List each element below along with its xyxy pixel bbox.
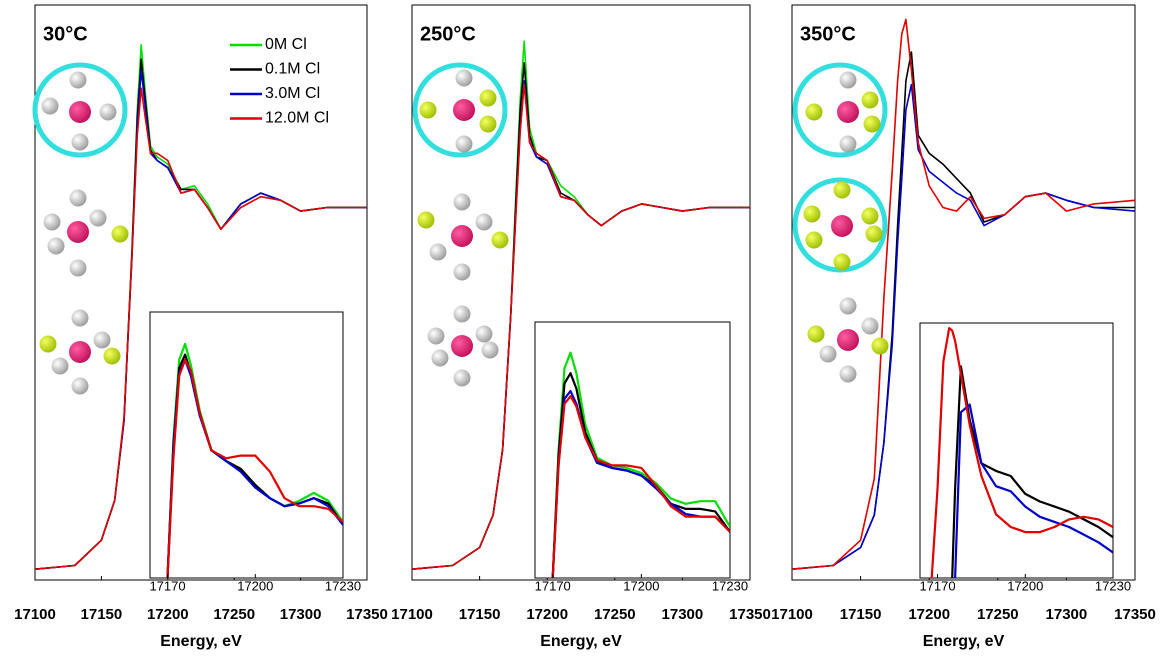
highlight-ring [792, 62, 888, 158]
x-tick-label: 17100 [14, 606, 56, 623]
x-axis-label: Energy, eV [160, 633, 242, 650]
inset-x-tick-label: 17200 [237, 578, 273, 593]
x-tick-label: 17300 [662, 606, 704, 623]
data-line [551, 395, 730, 578]
data-line [412, 83, 750, 570]
x-tick-label: 17350 [729, 606, 771, 623]
molecule-layer [32, 62, 889, 395]
data-line [954, 403, 1113, 578]
x-tick-label: 17150 [459, 606, 501, 623]
inset-x-tick-label: 17200 [1007, 578, 1043, 593]
inset-x-tick-label: 17200 [623, 578, 659, 593]
x-tick-label: 17200 [147, 606, 189, 623]
highlight-ring [32, 62, 128, 158]
x-tick-label: 17250 [594, 606, 636, 623]
highlight-ring [412, 62, 508, 158]
inset-frame [149, 311, 344, 579]
panel-title: 250°C [420, 23, 476, 45]
x-tick-label: 17100 [771, 606, 813, 623]
inset-x-tick-label: 17170 [149, 578, 185, 593]
legend-label: 12.0M Cl [265, 110, 329, 127]
x-tick-label: 17300 [1046, 606, 1088, 623]
inset-x-tick-label: 17230 [325, 578, 361, 593]
data-line [551, 351, 730, 578]
panel-title: 350°C [800, 23, 856, 45]
panel-title: 30°C [43, 23, 88, 45]
x-tick-label: 17150 [81, 606, 123, 623]
x-tick-label: 17350 [1114, 606, 1156, 623]
inset-frame [534, 321, 731, 579]
legend-label: 0.1M Cl [265, 61, 320, 78]
x-axis-label: Energy, eV [540, 633, 622, 650]
x-tick-label: 17300 [280, 606, 322, 623]
data-line [930, 327, 1113, 578]
x-tick-label: 17250 [213, 606, 255, 623]
x-tick-label: 17250 [977, 606, 1019, 623]
x-tick-label: 17200 [908, 606, 950, 623]
inset-x-tick-label: 17170 [919, 578, 955, 593]
legend-label: 3.0M Cl [265, 85, 320, 102]
inset-x-tick-label: 17230 [1095, 578, 1131, 593]
data-line [792, 18, 1135, 570]
legend-label: 0M Cl [265, 36, 307, 53]
x-tick-label: 17200 [526, 606, 568, 623]
inset-frame [919, 322, 1114, 579]
data-line [166, 358, 343, 578]
x-tick-label: 17150 [840, 606, 882, 623]
x-tick-label: 17100 [391, 606, 433, 623]
data-line [551, 390, 730, 578]
inset-x-tick-label: 17230 [712, 578, 748, 593]
data-line [35, 87, 367, 570]
x-tick-label: 17350 [346, 606, 388, 623]
x-axis-label: Energy, eV [923, 633, 1005, 650]
inset-x-tick-label: 17170 [535, 578, 571, 593]
